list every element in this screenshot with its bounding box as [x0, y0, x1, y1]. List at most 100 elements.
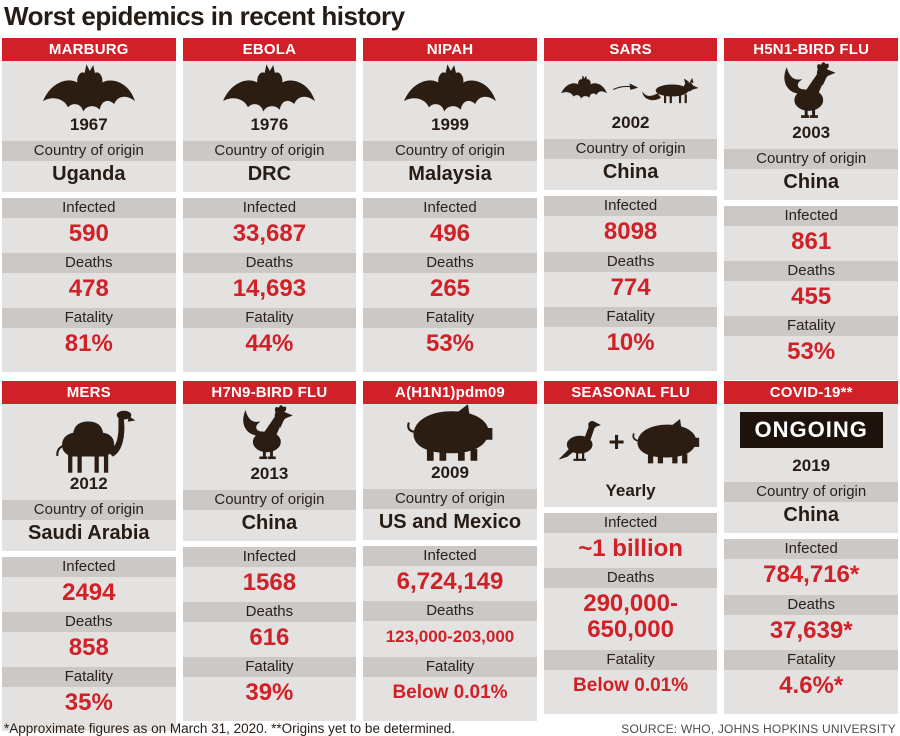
fatality-label: Fatality: [724, 650, 898, 671]
deaths-value: 290,000- 650,000: [583, 589, 678, 644]
infected-value: ~1 billion: [578, 534, 683, 562]
year: 2009: [431, 462, 469, 482]
bird-icon: [558, 418, 604, 466]
card-ebola: EBOLA 1976 Country of origin DRC Infecte…: [182, 37, 357, 372]
fatality-label: Fatality: [182, 308, 357, 329]
year: 2013: [250, 463, 289, 483]
fatality-value: 10%: [606, 329, 655, 357]
year: Yearly: [605, 480, 656, 500]
deaths-label: Deaths: [363, 600, 537, 621]
infected-label: Infected: [724, 205, 898, 226]
card-h7n9-bird-flu: H7N9-BIRD FLU 2013 Country of origin Chi…: [182, 380, 357, 721]
rooster-icon: [183, 404, 357, 464]
year: 2003: [792, 122, 831, 142]
disease-name: H5N1-BIRD FLU: [724, 37, 898, 61]
fatality-value: 53%: [787, 338, 836, 366]
rooster-icon: [724, 61, 898, 123]
country-value: Uganda: [52, 162, 126, 185]
footer: *Approximate figures as on March 31, 202…: [2, 721, 898, 736]
camel-icon: [2, 404, 176, 474]
infected-label: Infected: [543, 196, 718, 217]
year: 2019: [792, 456, 831, 476]
fatality-label: Fatality: [724, 316, 898, 337]
disease-name: COVID-19**: [724, 380, 898, 404]
infected-label: Infected: [363, 545, 537, 566]
country-label: Country of origin: [182, 140, 357, 161]
year: 2012: [69, 473, 108, 493]
fatality-label: Fatality: [363, 656, 537, 677]
country-label: Country of origin: [2, 499, 176, 520]
deaths-value: 14,693: [232, 274, 307, 302]
card-h5n1-bird-flu: H5N1-BIRD FLU 2003 Country of origin Chi…: [724, 37, 898, 380]
plus-icon: +: [608, 426, 625, 458]
pig-icon: [629, 419, 703, 465]
country-value: Saudi Arabia: [28, 521, 150, 544]
arrow-icon: [612, 81, 638, 93]
disease-name: SARS: [543, 37, 718, 61]
country-label: Country of origin: [182, 489, 357, 510]
fatality-value: Below 0.01%: [392, 681, 508, 703]
country-label: Country of origin: [2, 140, 176, 161]
ongoing-badge: ONGOING: [739, 412, 883, 448]
fatality-value: 4.6%*: [779, 672, 844, 700]
infected-value: 861: [791, 227, 832, 255]
country-value: US and Mexico: [378, 510, 522, 533]
bat-icon: [363, 61, 537, 115]
fatality-label: Fatality: [182, 657, 357, 678]
fatality-value: 81%: [64, 330, 113, 358]
deaths-value: 478: [68, 274, 109, 302]
fatality-value: 35%: [64, 689, 113, 717]
infected-label: Infected: [2, 556, 176, 577]
infected-value: 33,687: [232, 219, 307, 247]
year: 1976: [250, 114, 289, 134]
year: 1967: [69, 114, 108, 134]
page-title: Worst epidemics in recent history: [4, 1, 405, 31]
deaths-value: 858: [68, 633, 109, 661]
card-seasonal-flu: SEASONAL FLU + Yearly Infected ~1 billio…: [543, 380, 718, 714]
deaths-label: Deaths: [182, 252, 357, 273]
deaths-label: Deaths: [724, 594, 898, 615]
deaths-value: 37,639*: [769, 616, 853, 644]
infected-label: Infected: [2, 197, 176, 218]
deaths-label: Deaths: [543, 567, 718, 588]
civet-icon: [641, 75, 703, 107]
country-value: Malaysia: [408, 162, 492, 185]
country-value: DRC: [247, 162, 292, 185]
deaths-value: 455: [791, 282, 832, 310]
country-label: Country of origin: [363, 488, 537, 509]
country-value: China: [783, 504, 839, 527]
infected-label: Infected: [182, 546, 357, 567]
pig-icon: [363, 404, 537, 463]
deaths-value: 774: [610, 273, 651, 301]
infected-label: Infected: [543, 512, 718, 533]
deaths-label: Deaths: [363, 252, 537, 273]
fatality-label: Fatality: [363, 308, 537, 329]
deaths-value: 616: [249, 623, 290, 651]
bat-arrow-civet-icon: [544, 61, 718, 114]
bat-icon: [2, 61, 176, 115]
fatality-label: Fatality: [543, 307, 718, 328]
infected-value: 8098: [603, 218, 658, 246]
infected-value: 6,724,149: [396, 567, 504, 595]
year: 1999: [431, 114, 469, 134]
deaths-label: Deaths: [2, 611, 176, 632]
infected-label: Infected: [724, 539, 898, 560]
card-covid-19: COVID-19** ONGOING 2019 Country of origi…: [724, 380, 898, 714]
card-ah1n1pdm09: A(H1N1)pdm09 2009 Country of origin US a…: [363, 380, 537, 721]
bat-icon: [559, 73, 609, 101]
deaths-label: Deaths: [543, 251, 718, 272]
card-nipah: NIPAH 1999 Country of origin Malaysia In…: [363, 37, 537, 372]
card-mers: MERS 2012 Country of origin Saudi Arabia…: [2, 380, 176, 731]
year: 2002: [611, 113, 650, 133]
deaths-label: Deaths: [2, 252, 176, 273]
card-grid: MARBURG 1967 Country of origin Uganda In…: [2, 37, 898, 731]
country-label: Country of origin: [724, 482, 898, 503]
country-label: Country of origin: [543, 139, 718, 160]
country-value: China: [241, 511, 298, 534]
disease-name: NIPAH: [363, 37, 537, 61]
ongoing-badge-zone: ONGOING: [724, 404, 898, 457]
fatality-label: Fatality: [2, 667, 176, 688]
fatality-value: 39%: [245, 679, 294, 707]
country-label: Country of origin: [363, 140, 537, 161]
